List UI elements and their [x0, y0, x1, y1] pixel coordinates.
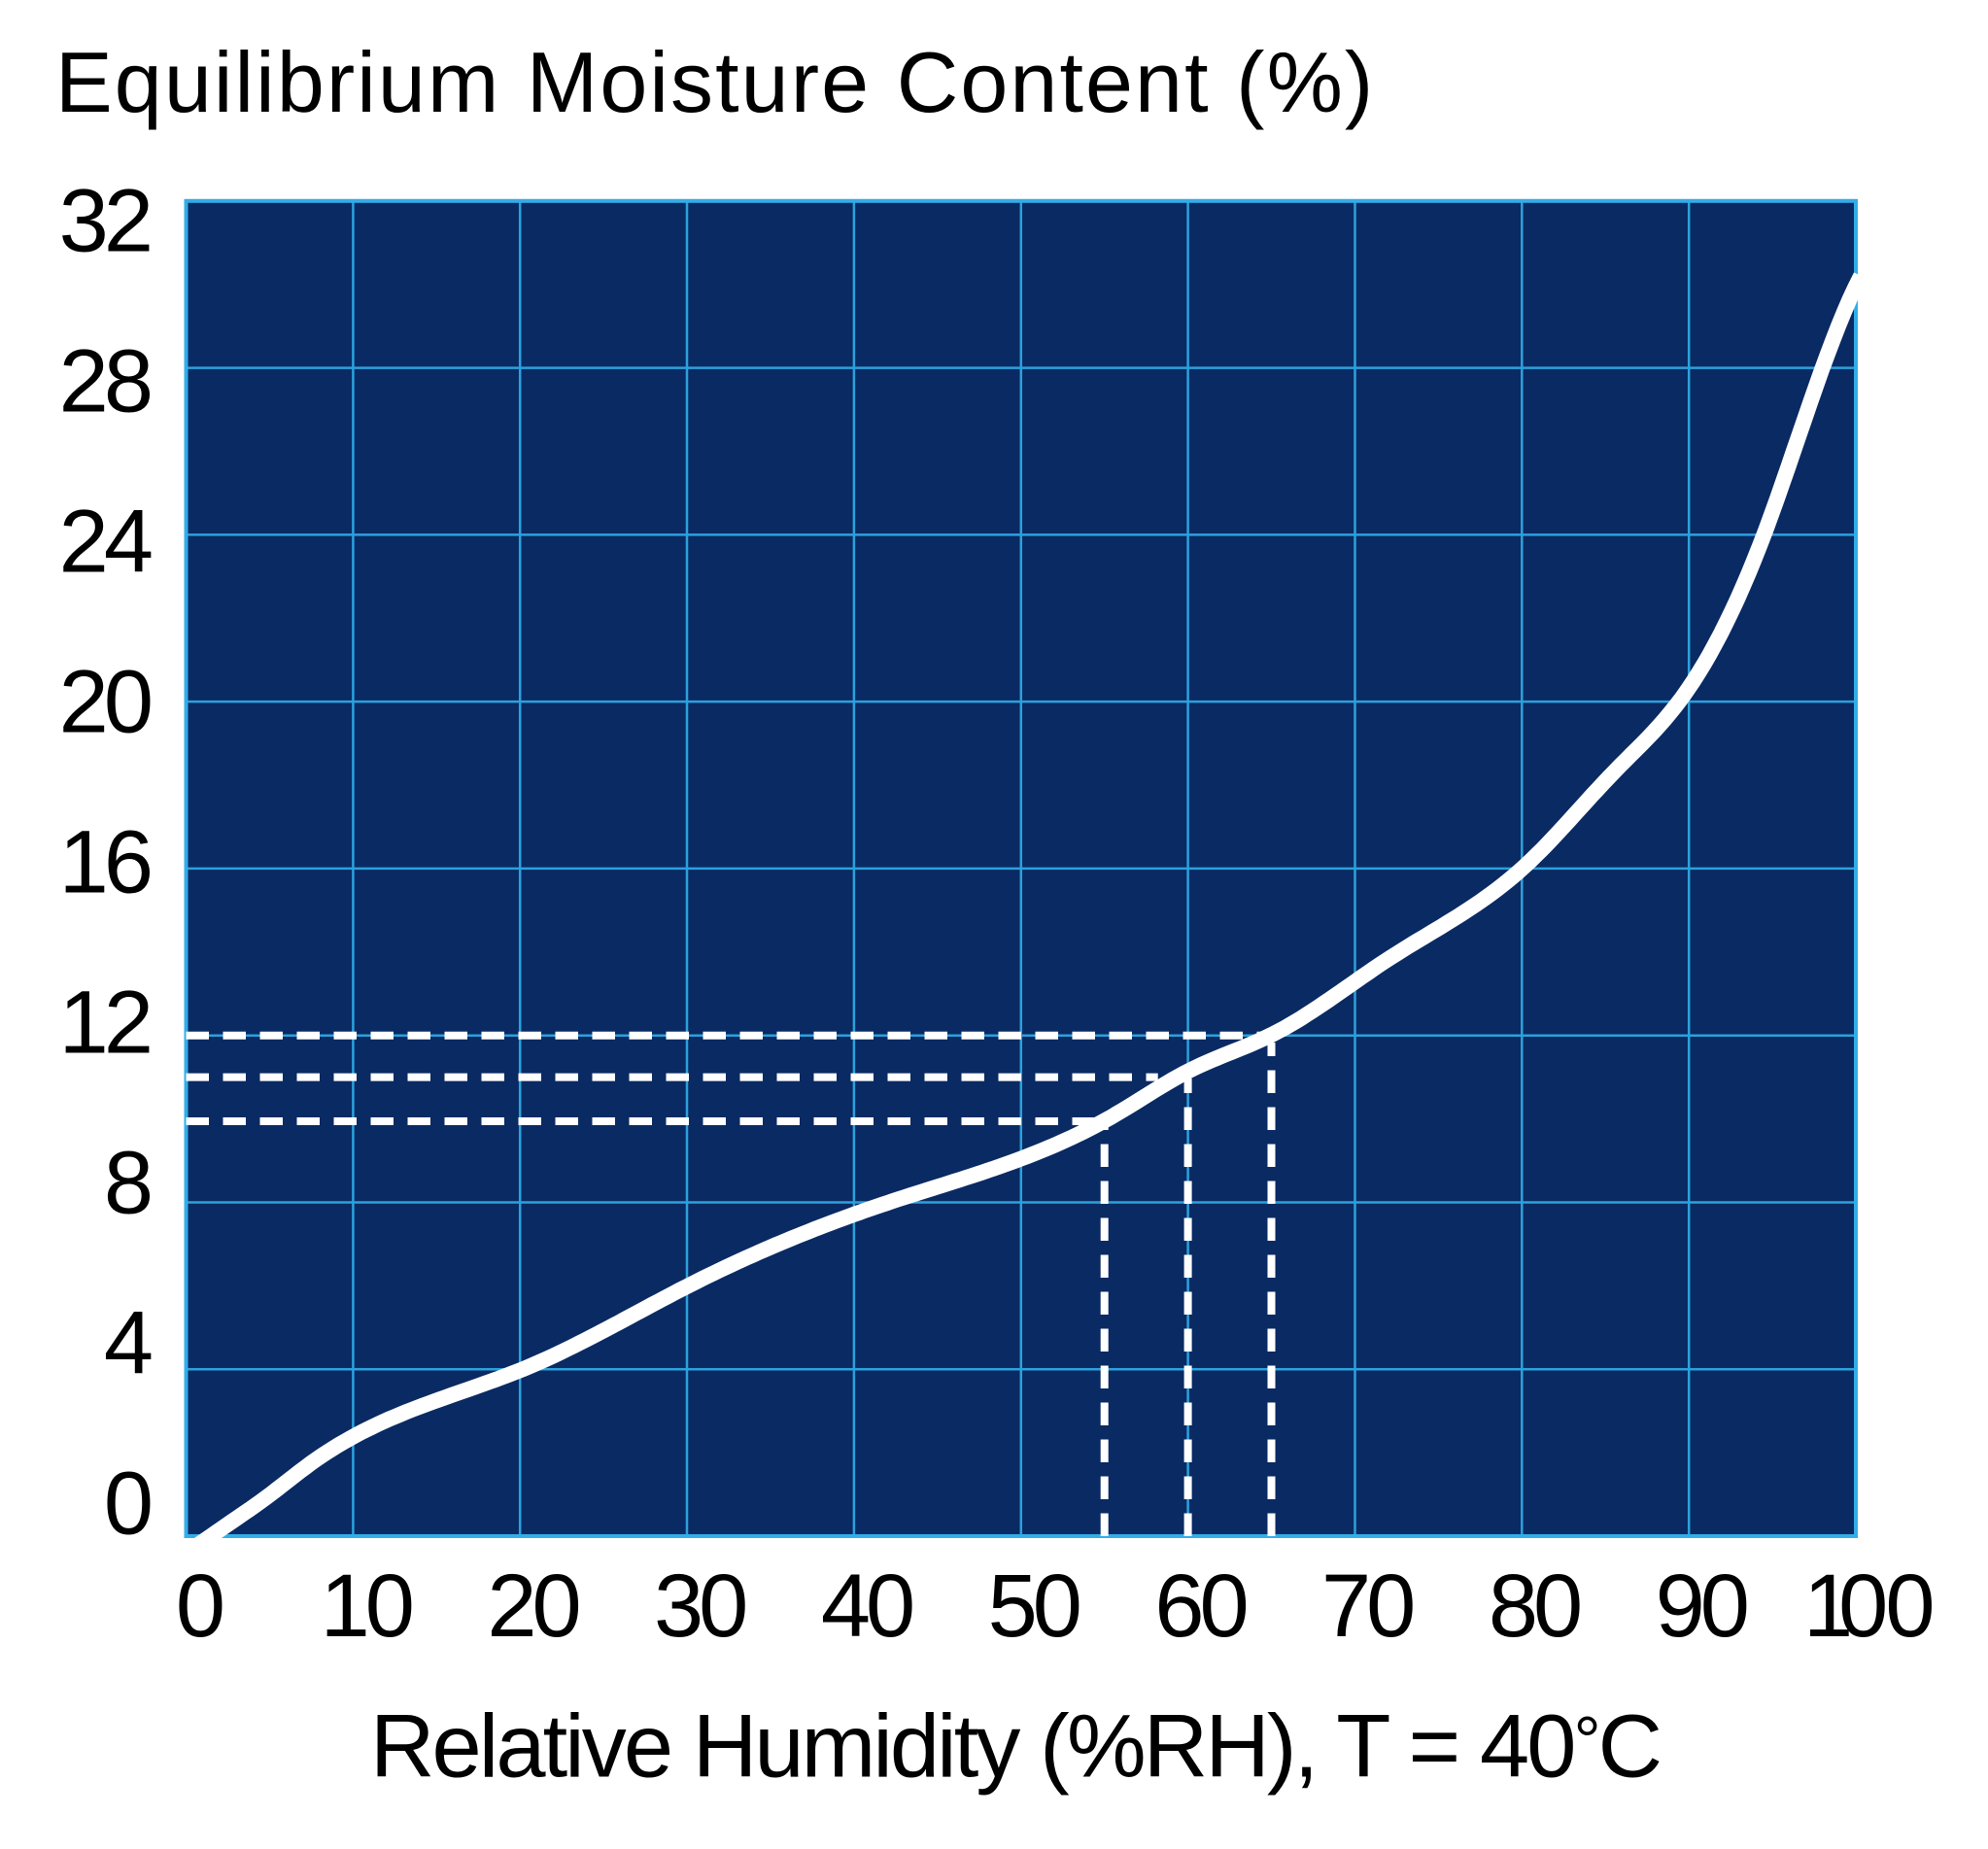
- svg-text:50: 50: [988, 1557, 1080, 1656]
- svg-text:24: 24: [59, 493, 152, 592]
- svg-text:0: 0: [104, 1455, 151, 1554]
- svg-text:8: 8: [104, 1134, 151, 1233]
- svg-text:Equilibrium Moisture Content (: Equilibrium Moisture Content (%): [55, 34, 1375, 130]
- svg-text:60: 60: [1154, 1557, 1246, 1656]
- svg-text:20: 20: [487, 1557, 578, 1656]
- svg-text:90: 90: [1656, 1557, 1747, 1656]
- svg-text:10: 10: [321, 1557, 412, 1656]
- svg-text:0: 0: [176, 1557, 223, 1656]
- svg-text:20: 20: [59, 653, 151, 752]
- svg-text:12: 12: [59, 974, 150, 1073]
- svg-text:16: 16: [59, 813, 151, 912]
- svg-text:100: 100: [1803, 1557, 1933, 1656]
- svg-text:30: 30: [654, 1557, 745, 1656]
- svg-text:80: 80: [1489, 1557, 1580, 1656]
- svg-text:32: 32: [59, 172, 150, 271]
- svg-text:28: 28: [59, 332, 151, 431]
- svg-text:Relative Humidity (%RH), T = 4: Relative Humidity (%RH), T = 40°C: [370, 1696, 1660, 1796]
- svg-text:40: 40: [821, 1557, 912, 1656]
- svg-text:4: 4: [104, 1294, 152, 1393]
- svg-text:70: 70: [1321, 1557, 1413, 1656]
